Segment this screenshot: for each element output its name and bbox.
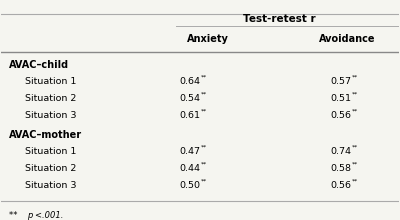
Text: 0.44: 0.44 (179, 164, 200, 173)
Text: Situation 2: Situation 2 (25, 94, 76, 103)
Text: Situation 3: Situation 3 (25, 181, 77, 190)
Text: **: ** (352, 92, 358, 97)
Text: Situation 3: Situation 3 (25, 111, 77, 120)
Text: 0.47: 0.47 (179, 147, 200, 156)
Text: **: ** (9, 211, 20, 220)
Text: **: ** (201, 75, 207, 80)
Text: **: ** (201, 109, 207, 114)
Text: **: ** (201, 145, 207, 150)
Text: **: ** (352, 179, 358, 184)
Text: 0.50: 0.50 (179, 181, 200, 190)
Text: 0.58: 0.58 (330, 164, 351, 173)
Text: Situation 2: Situation 2 (25, 164, 76, 173)
Text: 0.74: 0.74 (330, 147, 351, 156)
Text: 0.57: 0.57 (330, 77, 351, 86)
Text: AVAC–child: AVAC–child (9, 60, 70, 70)
Text: **: ** (352, 162, 358, 167)
Text: Situation 1: Situation 1 (25, 147, 76, 156)
Text: Anxiety: Anxiety (187, 34, 229, 44)
Text: AVAC–mother: AVAC–mother (9, 130, 82, 140)
Text: **: ** (201, 162, 207, 167)
Text: 0.56: 0.56 (330, 111, 351, 120)
Text: **: ** (352, 145, 358, 150)
Text: **: ** (352, 75, 358, 80)
Text: 0.61: 0.61 (179, 111, 200, 120)
Text: Test-retest r: Test-retest r (243, 14, 316, 24)
Text: 0.51: 0.51 (330, 94, 351, 103)
Text: **: ** (201, 179, 207, 184)
Text: 0.56: 0.56 (330, 181, 351, 190)
Text: **: ** (201, 92, 207, 97)
Text: Avoidance: Avoidance (319, 34, 375, 44)
Text: **: ** (352, 109, 358, 114)
Text: Situation 1: Situation 1 (25, 77, 76, 86)
Text: 0.54: 0.54 (179, 94, 200, 103)
Text: p <.001.: p <.001. (27, 211, 64, 220)
Text: 0.64: 0.64 (179, 77, 200, 86)
